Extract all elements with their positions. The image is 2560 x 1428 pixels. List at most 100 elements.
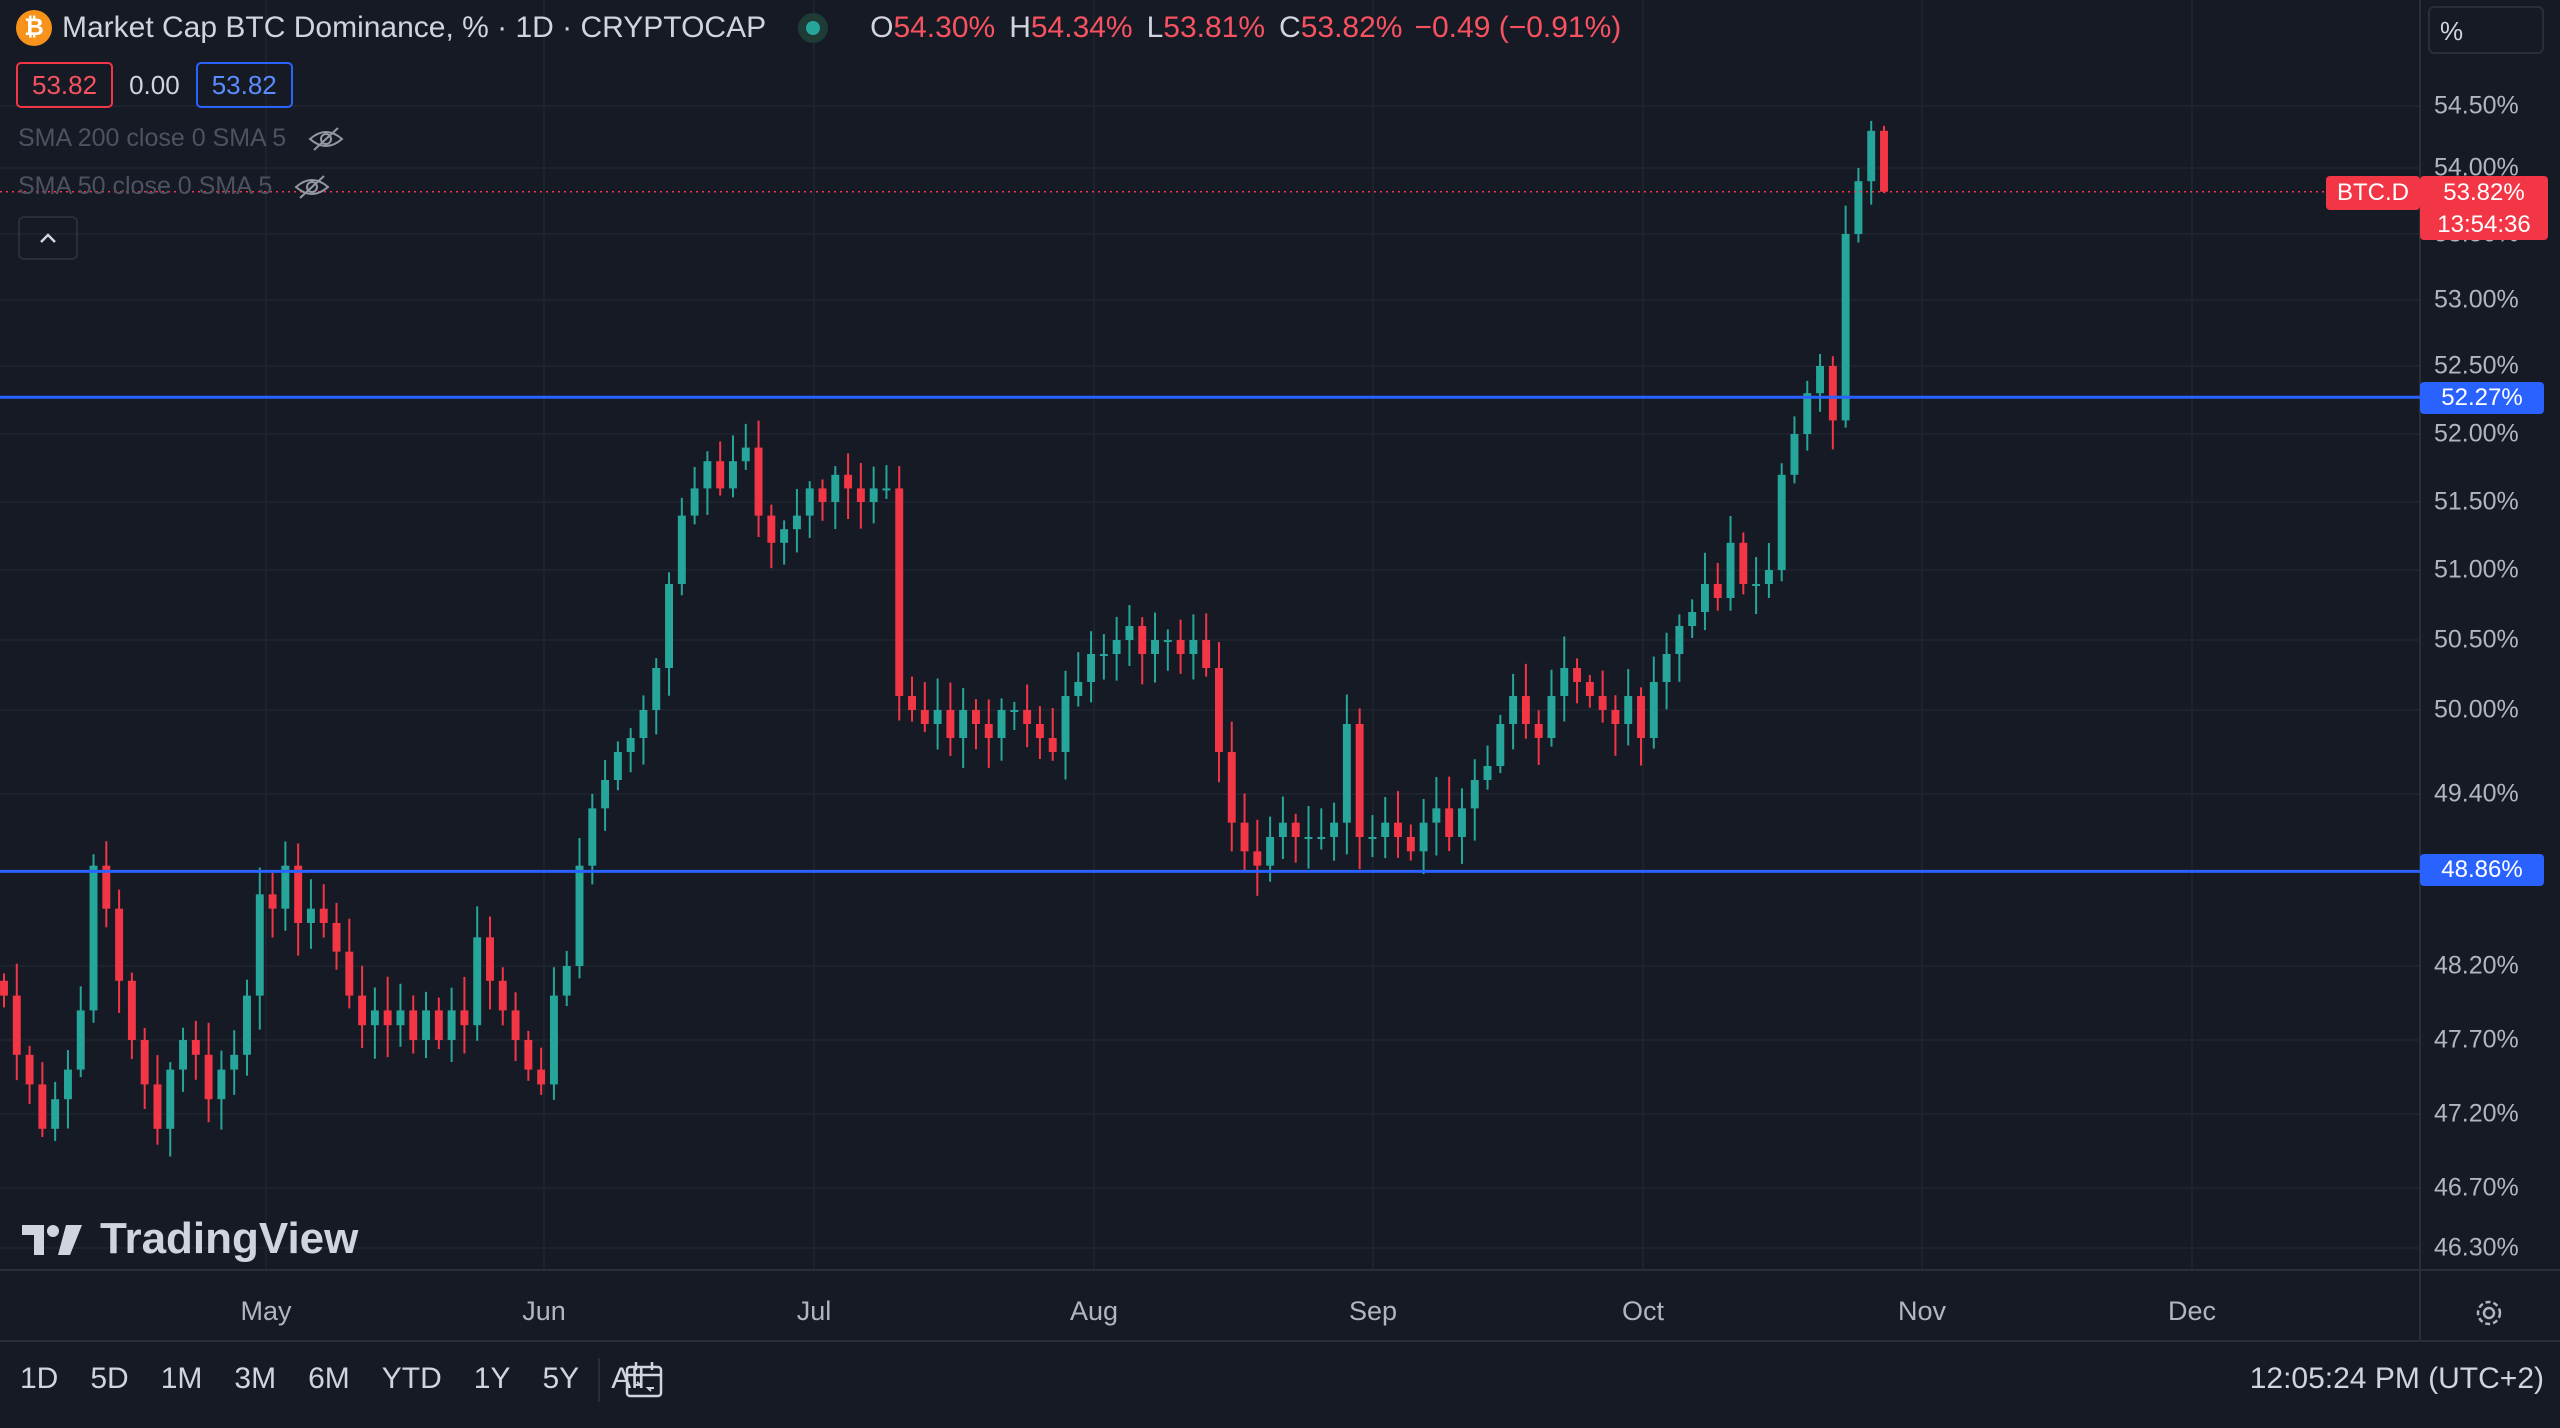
toolbar-divider — [598, 1358, 600, 1402]
timeframe-button[interactable]: YTD — [381, 1362, 442, 1395]
hline-price-tag[interactable]: 48.86% — [2420, 854, 2544, 886]
candle-body — [792, 515, 801, 530]
timeframe-button[interactable]: 1Y — [473, 1362, 511, 1395]
sell-price-button[interactable]: 53.82 — [16, 62, 114, 108]
candle-body — [1048, 738, 1057, 752]
candle-body — [869, 488, 878, 502]
candle-body — [473, 937, 482, 1026]
candle-body — [1087, 654, 1096, 682]
candle-body — [1880, 130, 1888, 192]
candle-body — [1867, 130, 1876, 182]
indicator-sma-50[interactable]: SMA 50 close 0 SMA 5 — [18, 172, 330, 201]
candle-body — [1163, 640, 1172, 642]
tradingview-logo[interactable]: TradingView — [22, 1214, 358, 1264]
candle-body — [741, 447, 750, 462]
candle-body — [383, 1010, 392, 1026]
candle-body — [1637, 696, 1645, 738]
candle-body — [767, 515, 776, 543]
y-tick-label: 48.20% — [2434, 951, 2519, 980]
x-tick-label: Sep — [1348, 1296, 1398, 1326]
x-tick-label: Nov — [1897, 1296, 1947, 1326]
candle-body — [12, 995, 21, 1055]
candle-body — [1828, 366, 1837, 421]
candle-body — [1534, 724, 1543, 738]
collapse-legend-button[interactable] — [18, 216, 78, 260]
eye-hidden-icon[interactable] — [308, 126, 344, 152]
candle-body — [1317, 837, 1326, 839]
scale-mode-percent[interactable]: % — [2428, 6, 2544, 54]
settings-gear-icon[interactable] — [2472, 1296, 2506, 1330]
ohlc-low-key: L — [1146, 11, 1164, 44]
chevron-up-icon — [40, 233, 56, 243]
candle-body — [1470, 780, 1479, 809]
candle-body — [434, 1010, 443, 1040]
date-range-calendar-icon[interactable] — [624, 1360, 666, 1400]
timeframe-button[interactable]: 6M — [308, 1362, 350, 1395]
candle-body — [1342, 724, 1351, 823]
chart-legend: ₿ Market Cap BTC Dominance, % · 1D · CRY… — [16, 8, 1621, 48]
candle-body — [217, 1069, 226, 1100]
indicator-label: SMA 200 close 0 SMA 5 — [18, 124, 287, 152]
symbol-title[interactable]: Market Cap BTC Dominance, % · 1D · CRYPT… — [62, 11, 767, 44]
candle-body — [1777, 474, 1786, 570]
candle-body — [1496, 724, 1505, 766]
candle-body — [716, 461, 725, 489]
price-chart[interactable] — [0, 0, 2560, 1340]
candle-body — [1700, 584, 1709, 612]
chart-clock[interactable]: 12:05:24 PM (UTC+2) — [2249, 1362, 2544, 1395]
candle-body — [1739, 542, 1748, 584]
hline-price-tag[interactable]: 52.27% — [2420, 382, 2544, 414]
candle-body — [396, 1010, 405, 1026]
candle-body — [1675, 626, 1684, 654]
y-tick-label: 46.30% — [2434, 1233, 2519, 1262]
candle-body — [1790, 434, 1799, 475]
candle-body — [613, 752, 622, 780]
candle-body — [895, 488, 904, 696]
candle-body — [920, 710, 929, 724]
x-tick-label: Oct — [1621, 1296, 1665, 1326]
candle-body — [243, 995, 251, 1055]
y-tick-label: 50.00% — [2434, 695, 2519, 724]
timeframe-button[interactable]: 1D — [20, 1362, 59, 1395]
candle-body — [1189, 640, 1198, 654]
candle-body — [639, 710, 648, 738]
candle-body — [1547, 696, 1556, 738]
y-tick-label: 54.50% — [2434, 91, 2519, 120]
timeframe-button[interactable]: 5D — [90, 1362, 129, 1395]
timeframe-button[interactable]: 1M — [160, 1362, 203, 1395]
tradingview-logo-icon — [22, 1225, 82, 1255]
candle-body — [1381, 822, 1390, 837]
timeframe-button[interactable]: 3M — [234, 1362, 277, 1395]
eye-hidden-icon[interactable] — [294, 174, 330, 200]
candle-body — [1573, 668, 1582, 682]
candle-body — [818, 488, 827, 502]
y-tick-label: 47.70% — [2434, 1025, 2519, 1054]
candle-body — [601, 780, 610, 809]
candle-body — [1406, 837, 1415, 852]
candle-body — [1176, 640, 1185, 654]
timeframe-button[interactable]: 5Y — [542, 1362, 580, 1395]
y-tick-label: 49.40% — [2434, 779, 2519, 808]
y-tick-label: 51.50% — [2434, 487, 2519, 516]
candle-body — [1432, 808, 1441, 823]
market-status-icon[interactable] — [798, 13, 829, 43]
candle-body — [191, 1040, 200, 1055]
candle-body — [1803, 393, 1812, 434]
candle-body — [447, 1010, 456, 1040]
candle-body — [511, 1010, 520, 1040]
candle-body — [1764, 570, 1773, 584]
candle-body — [498, 980, 507, 1011]
candle-body — [268, 894, 277, 909]
ohlc-close-key: C — [1279, 11, 1301, 44]
candle-body — [332, 923, 341, 952]
candle-body — [690, 488, 699, 516]
candle-body — [1291, 822, 1300, 837]
candle-body — [1215, 668, 1223, 752]
candle-body — [665, 584, 673, 668]
indicator-sma-200[interactable]: SMA 200 close 0 SMA 5 — [18, 124, 344, 153]
candle-body — [179, 1040, 188, 1070]
candle-body — [626, 738, 635, 752]
buy-price-button[interactable]: 53.82 — [195, 62, 293, 108]
candle-body — [754, 447, 763, 516]
candle-body — [306, 908, 315, 923]
